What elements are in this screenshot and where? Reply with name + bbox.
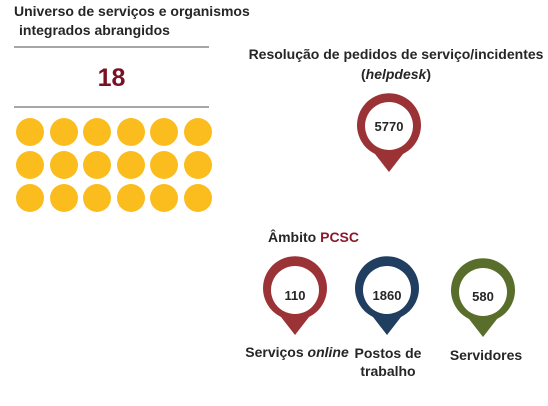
top-divider <box>14 46 209 48</box>
organism-dot <box>83 118 111 146</box>
workstations-caption: Postos de trabalho <box>342 344 434 380</box>
organism-dot <box>116 118 145 146</box>
caption-line2: trabalho <box>360 363 416 379</box>
helpdesk-title-line1: Resolução de pedidos de serviço/incident… <box>248 46 544 62</box>
organism-dot <box>16 118 44 146</box>
organism-count: 18 <box>97 64 126 92</box>
organism-dot <box>16 184 44 212</box>
helpdesk-value: 5770 <box>374 119 404 134</box>
organism-dot <box>150 184 178 212</box>
organism-dot <box>49 151 78 179</box>
organism-dot <box>116 151 145 179</box>
organism-dot <box>16 151 44 179</box>
organism-dot <box>49 118 78 146</box>
caption-italic: online <box>307 344 349 360</box>
pcsc-prefix: Âmbito <box>268 229 321 245</box>
pcsc-title: Âmbito PCSC <box>268 229 359 245</box>
organism-dots-grid <box>16 118 220 212</box>
organism-dot <box>150 151 178 179</box>
universe-title-line2: integrados abrangidos <box>19 22 170 38</box>
organism-dot <box>183 118 212 146</box>
online-services-value: 110 <box>284 288 306 303</box>
bottom-divider <box>14 106 209 108</box>
organism-dot <box>83 151 111 179</box>
organism-dot <box>116 184 145 212</box>
universe-title: Universo de serviços e organismos integr… <box>14 2 254 40</box>
organism-dot <box>183 151 212 179</box>
helpdesk-title: Resolução de pedidos de serviço/incident… <box>246 44 546 84</box>
location-pin-icon: 5770 <box>351 88 427 176</box>
servers-value: 580 <box>472 289 494 304</box>
paren-open: ( <box>360 66 366 82</box>
helpdesk-title-line2: (helpdesk) <box>246 64 546 84</box>
organism-dot <box>83 184 111 212</box>
organism-dot <box>49 184 78 212</box>
caption-prefix: Serviços <box>245 344 308 360</box>
pcsc-accent: PCSC <box>320 229 360 245</box>
location-pin-icon: 110 <box>257 253 333 339</box>
organism-dot <box>183 184 212 212</box>
paren-close: ) <box>426 66 432 82</box>
universe-title-line1: Universo de serviços e organismos <box>14 3 250 19</box>
helpdesk-italic: helpdesk <box>365 66 427 82</box>
workstations-value: 1860 <box>372 288 402 303</box>
location-pin-icon: 1860 <box>349 253 425 339</box>
location-pin-icon: 580 <box>445 255 521 341</box>
online-services-caption: Serviços online <box>238 343 356 361</box>
servers-caption: Servidores <box>449 347 523 363</box>
caption-line1: Postos de <box>354 345 422 361</box>
organism-dot <box>150 118 178 146</box>
